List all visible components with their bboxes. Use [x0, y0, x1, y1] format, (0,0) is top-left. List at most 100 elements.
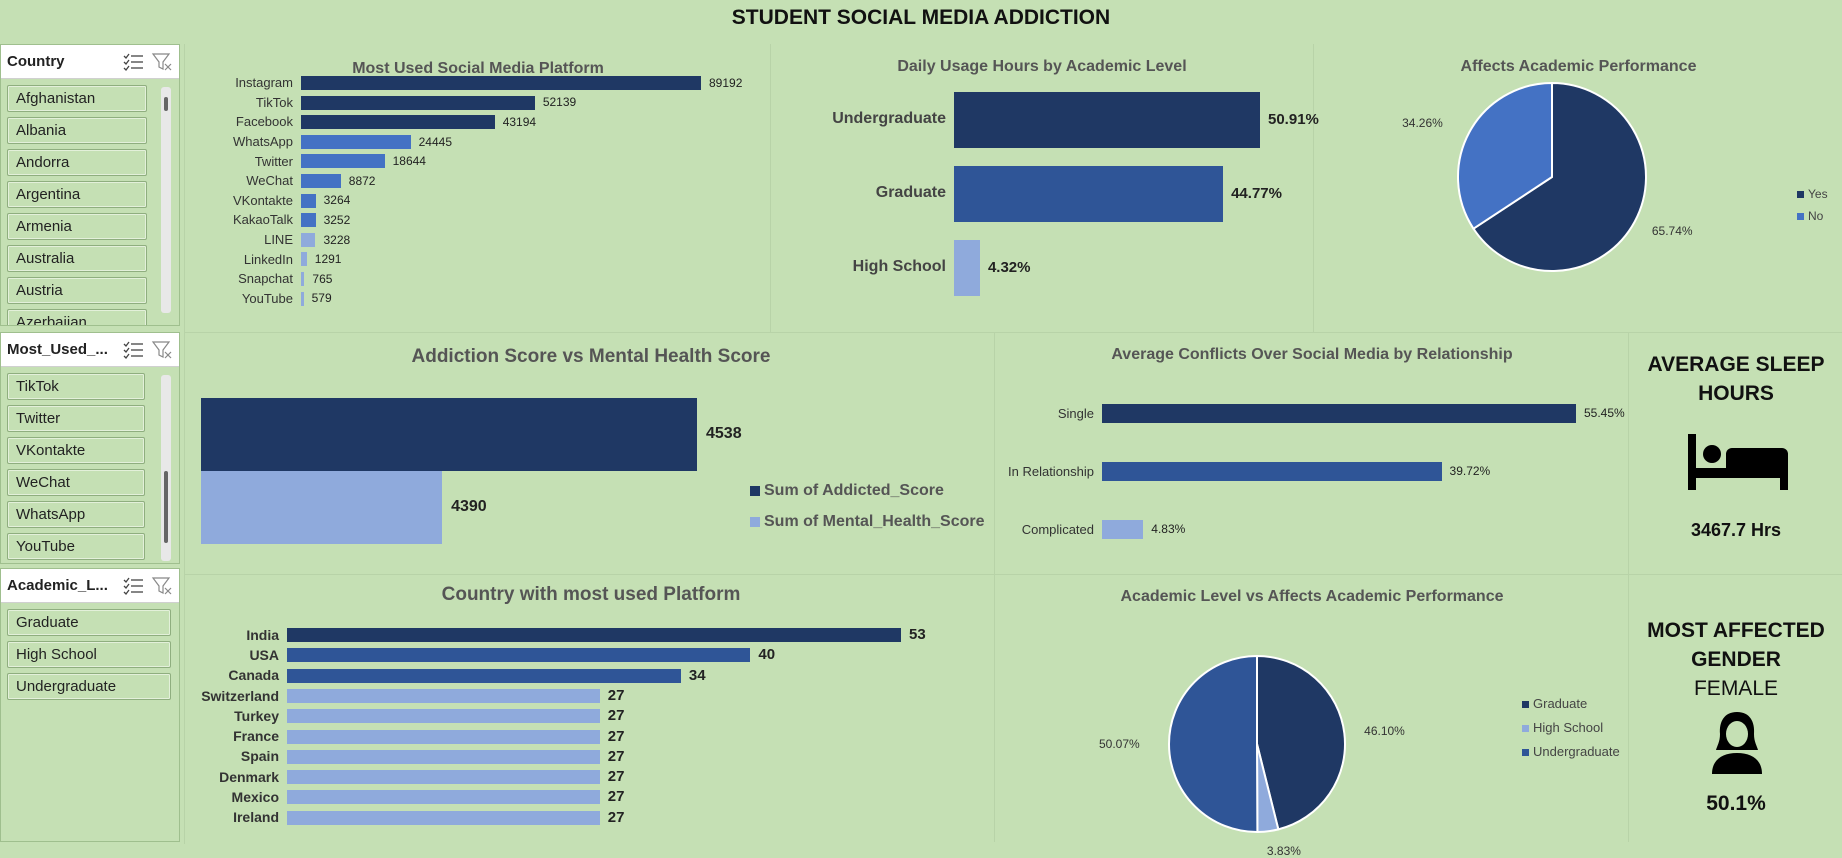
slicer-item[interactable]: Albania — [7, 117, 147, 144]
data-label: 3264 — [323, 193, 351, 208]
slicer-item[interactable]: VKontakte — [7, 437, 145, 464]
slicer-platform-header: Most_Used_... — [1, 333, 179, 367]
category-label: High School — [852, 258, 946, 276]
category-label: Switzerland — [201, 687, 279, 704]
slicer-item[interactable]: Argentina — [7, 181, 147, 208]
data-label: 8872 — [348, 173, 376, 188]
kpi-average-sleep: AVERAGE SLEEP HOURS 3467.7 Hrs — [1630, 334, 1842, 574]
slicer-country-header: Country — [1, 45, 179, 79]
data-label: 27 — [607, 768, 625, 786]
slicer-item[interactable]: WeChat — [7, 469, 145, 496]
slicer-country-items: Afghanistan Albania Andorra Argentina Ar… — [1, 79, 179, 325]
dashboard-title: STUDENT SOCIAL MEDIA ADDICTION — [731, 6, 1111, 29]
slicer-item[interactable]: Armenia — [7, 213, 147, 240]
legend-item: Sum of Addicted_Score — [750, 482, 944, 500]
pie-slice — [1256, 654, 1346, 831]
legend-swatch — [1797, 213, 1804, 221]
data-label: 4.83% — [1151, 522, 1186, 537]
category-label: Facebook — [235, 114, 293, 130]
bar — [1102, 462, 1442, 481]
data-label: 53 — [909, 626, 926, 643]
slicer-item[interactable]: Afghanistan — [7, 85, 147, 112]
category-label: WhatsApp — [233, 134, 293, 149]
slicer-item[interactable]: High School — [7, 641, 171, 668]
category-label: Undergraduate — [832, 110, 946, 128]
data-label: 27 — [607, 727, 625, 745]
bar — [954, 166, 1224, 222]
category-label: Instagram — [235, 75, 293, 91]
data-label: 3.83% — [1266, 844, 1301, 858]
category-label: Snapchat — [238, 271, 293, 287]
bar — [301, 95, 535, 110]
legend-swatch — [750, 485, 760, 496]
slicer-item[interactable]: Andorra — [7, 149, 147, 176]
chart-addiction-vs-mental: Addiction Score vs Mental Health Score 4… — [186, 334, 994, 574]
slicer-platform[interactable]: Most_Used_... TikTok Twitter VKontakte W… — [0, 332, 180, 564]
slicer-item[interactable]: WhatsApp — [7, 501, 145, 528]
multi-select-icon[interactable] — [123, 340, 145, 360]
slicer-academic[interactable]: Academic_L... Graduate High School Under… — [0, 568, 180, 842]
legend-label: Undergraduate — [1533, 744, 1620, 759]
slicer-scrollbar[interactable] — [161, 375, 171, 561]
data-label: 39.72% — [1449, 464, 1491, 479]
category-label: YouTube — [241, 290, 293, 306]
slicer-item[interactable]: Australia — [7, 245, 147, 272]
category-label: Mexico — [231, 789, 279, 805]
multi-select-icon[interactable] — [123, 576, 145, 596]
category-label: TikTok — [255, 94, 293, 110]
data-label: 55.45% — [1584, 406, 1625, 421]
slicer-scrollbar[interactable] — [161, 87, 171, 313]
slicer-item[interactable]: YouTube — [7, 533, 145, 560]
slicer-item[interactable]: TikTok — [7, 373, 145, 400]
data-label: 65.74% — [1651, 224, 1693, 239]
slicer-item[interactable]: Graduate — [7, 609, 171, 636]
legend-label: Sum of Mental_Health_Score — [764, 513, 985, 530]
legend-label: Graduate — [1533, 696, 1588, 711]
legend-item: Sum of Mental_Health_Score — [750, 513, 985, 531]
chart-affects-performance: Affects Academic Performance 65.74% 34.26… — [1315, 44, 1842, 332]
slicer-country[interactable]: Country Afghanistan Albania Andorra Arge… — [0, 44, 180, 326]
slicer-item[interactable]: Undergraduate — [7, 673, 171, 700]
data-label: 3228 — [323, 232, 351, 247]
legend-swatch — [1797, 191, 1804, 199]
legend-label: High School — [1533, 720, 1604, 735]
category-label: Ireland — [233, 809, 279, 826]
data-label: 27 — [607, 707, 625, 725]
pie-svg — [1167, 654, 1346, 834]
clear-filter-icon[interactable] — [151, 52, 173, 72]
bar — [301, 213, 316, 228]
data-label: 89192 — [709, 75, 743, 90]
data-label: 50.07% — [1099, 737, 1140, 752]
kpi-sleep-value: 3467.7 Hrs — [1690, 520, 1782, 540]
category-label: India — [246, 626, 279, 643]
kpi-gender-subtitle: FEMALE — [1693, 677, 1779, 700]
bar — [301, 291, 304, 306]
bar — [301, 174, 341, 188]
data-label: 579 — [311, 291, 332, 306]
data-label: 18644 — [392, 154, 426, 169]
bed-icon — [1686, 434, 1790, 495]
chart-title: Average Conflicts Over Social Media by R… — [1111, 346, 1513, 363]
bar — [287, 749, 600, 764]
category-label: WeChat — [246, 173, 293, 189]
chart-title: Daily Usage Hours by Academic Level — [897, 58, 1187, 75]
category-label: Canada — [228, 667, 279, 684]
legend-label: Sum of Addicted_Score — [764, 482, 944, 499]
slicer-item[interactable]: Twitter — [7, 405, 145, 432]
data-label: 765 — [312, 271, 333, 286]
clear-filter-icon[interactable] — [151, 576, 173, 596]
data-label: 27 — [607, 686, 625, 704]
clear-filter-icon[interactable] — [151, 340, 173, 360]
category-label: Turkey — [234, 707, 279, 724]
slicer-item[interactable]: Azerbaijan — [7, 309, 147, 325]
slicer-academic-title: Academic_L... — [7, 577, 108, 594]
bar — [287, 648, 751, 663]
bar — [954, 92, 1260, 148]
slicer-item[interactable]: Austria — [7, 277, 147, 304]
multi-select-icon[interactable] — [123, 52, 145, 72]
bar — [301, 193, 316, 208]
data-label: 24445 — [418, 134, 452, 149]
legend-swatch — [1522, 749, 1529, 757]
kpi-gender-value: 50.1% — [1706, 792, 1766, 815]
chart-academic-affects: Academic Level vs Affects Academic Perfo… — [996, 576, 1628, 858]
